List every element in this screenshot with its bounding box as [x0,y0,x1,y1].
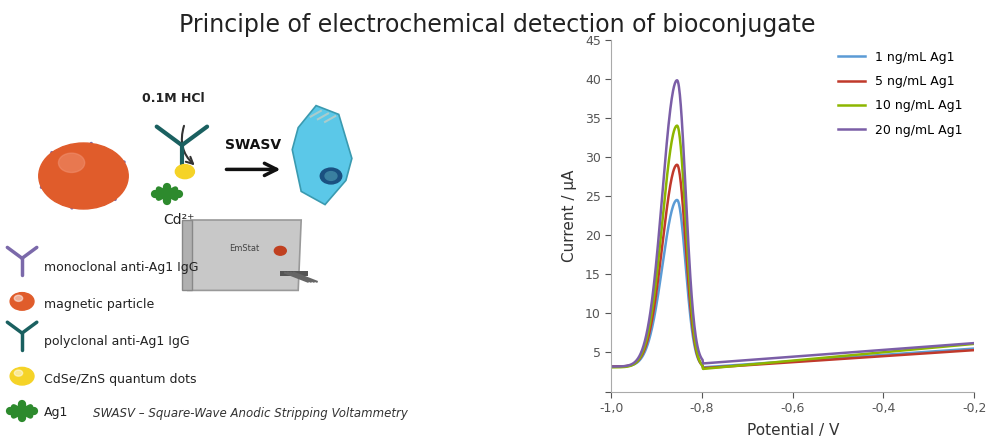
1 ng/mL Ag1 [837,355,849,360]
FancyArrowPatch shape [182,126,193,164]
Line: 20 ng/mL Ag1: 20 ng/mL Ag1 [611,80,974,367]
Text: Cd²⁺: Cd²⁺ [163,213,195,227]
20 ng/mL Ag1 [605,364,617,369]
Text: 0.1M HCl: 0.1M HCl [141,92,205,106]
1 ng/mL Ag1 [817,356,829,362]
10 ng/mL Ag1 [826,354,838,359]
5 ng/mL Ag1 [837,356,849,361]
10 ng/mL Ag1 [627,362,639,367]
1 ng/mL Ag1 [627,362,639,367]
Text: magnetic particle: magnetic particle [44,298,154,311]
Y-axis label: Current / µA: Current / µA [562,169,577,262]
10 ng/mL Ag1 [918,346,930,351]
10 ng/mL Ag1 [817,355,829,360]
1 ng/mL Ag1 [882,352,894,357]
Text: EmStat: EmStat [230,244,259,253]
5 ng/mL Ag1 [882,353,894,359]
Line: 1 ng/mL Ag1: 1 ng/mL Ag1 [611,200,974,367]
20 ng/mL Ag1 [826,351,838,356]
5 ng/mL Ag1 [968,348,980,353]
Text: SWASV: SWASV [226,138,281,152]
10 ng/mL Ag1 [968,341,980,347]
Circle shape [274,246,286,255]
5 ng/mL Ag1 [697,366,709,371]
10 ng/mL Ag1 [882,349,894,355]
X-axis label: Potential / V: Potential / V [746,423,839,438]
Line: 10 ng/mL Ag1: 10 ng/mL Ag1 [611,126,974,369]
20 ng/mL Ag1 [627,360,639,366]
1 ng/mL Ag1 [605,364,617,369]
1 ng/mL Ag1 [918,349,930,355]
5 ng/mL Ag1 [918,351,930,356]
1 ng/mL Ag1 [697,365,709,370]
5 ng/mL Ag1 [605,364,617,369]
Line: 5 ng/mL Ag1: 5 ng/mL Ag1 [611,165,974,368]
Circle shape [10,293,34,310]
1 ng/mL Ag1 [671,197,683,202]
20 ng/mL Ag1 [837,350,849,356]
Text: Ag1: Ag1 [44,406,68,419]
Circle shape [175,165,195,179]
Circle shape [325,172,337,180]
20 ng/mL Ag1 [816,352,828,357]
Polygon shape [188,220,301,290]
10 ng/mL Ag1 [671,123,683,128]
Text: polyclonal anti-Ag1 IgG: polyclonal anti-Ag1 IgG [44,335,189,348]
Circle shape [59,153,84,172]
20 ng/mL Ag1 [968,341,980,346]
10 ng/mL Ag1 [605,365,617,370]
Text: SWASV – Square-Wave Anodic Stripping Voltammetry: SWASV – Square-Wave Anodic Stripping Vol… [93,407,408,420]
5 ng/mL Ag1 [826,357,838,362]
Circle shape [14,295,23,301]
1 ng/mL Ag1 [968,346,980,351]
10 ng/mL Ag1 [837,353,849,359]
20 ng/mL Ag1 [671,77,683,83]
5 ng/mL Ag1 [817,358,829,363]
Circle shape [14,370,23,376]
Circle shape [39,143,128,209]
Text: Principle of electrochemical detection of bioconjugate: Principle of electrochemical detection o… [179,13,815,37]
Polygon shape [280,271,308,276]
Text: monoclonal anti-Ag1 IgG: monoclonal anti-Ag1 IgG [44,260,198,274]
Polygon shape [182,220,192,290]
5 ng/mL Ag1 [627,362,639,367]
20 ng/mL Ag1 [881,347,893,352]
Text: CdSe/ZnS quantum dots: CdSe/ZnS quantum dots [44,373,196,386]
Legend: 1 ng/mL Ag1, 5 ng/mL Ag1, 10 ng/mL Ag1, 20 ng/mL Ag1: 1 ng/mL Ag1, 5 ng/mL Ag1, 10 ng/mL Ag1, … [833,46,968,142]
10 ng/mL Ag1 [697,366,709,371]
5 ng/mL Ag1 [671,162,683,167]
20 ng/mL Ag1 [918,344,930,349]
Polygon shape [292,106,352,205]
1 ng/mL Ag1 [826,356,838,361]
Circle shape [320,168,342,184]
Circle shape [10,367,34,385]
